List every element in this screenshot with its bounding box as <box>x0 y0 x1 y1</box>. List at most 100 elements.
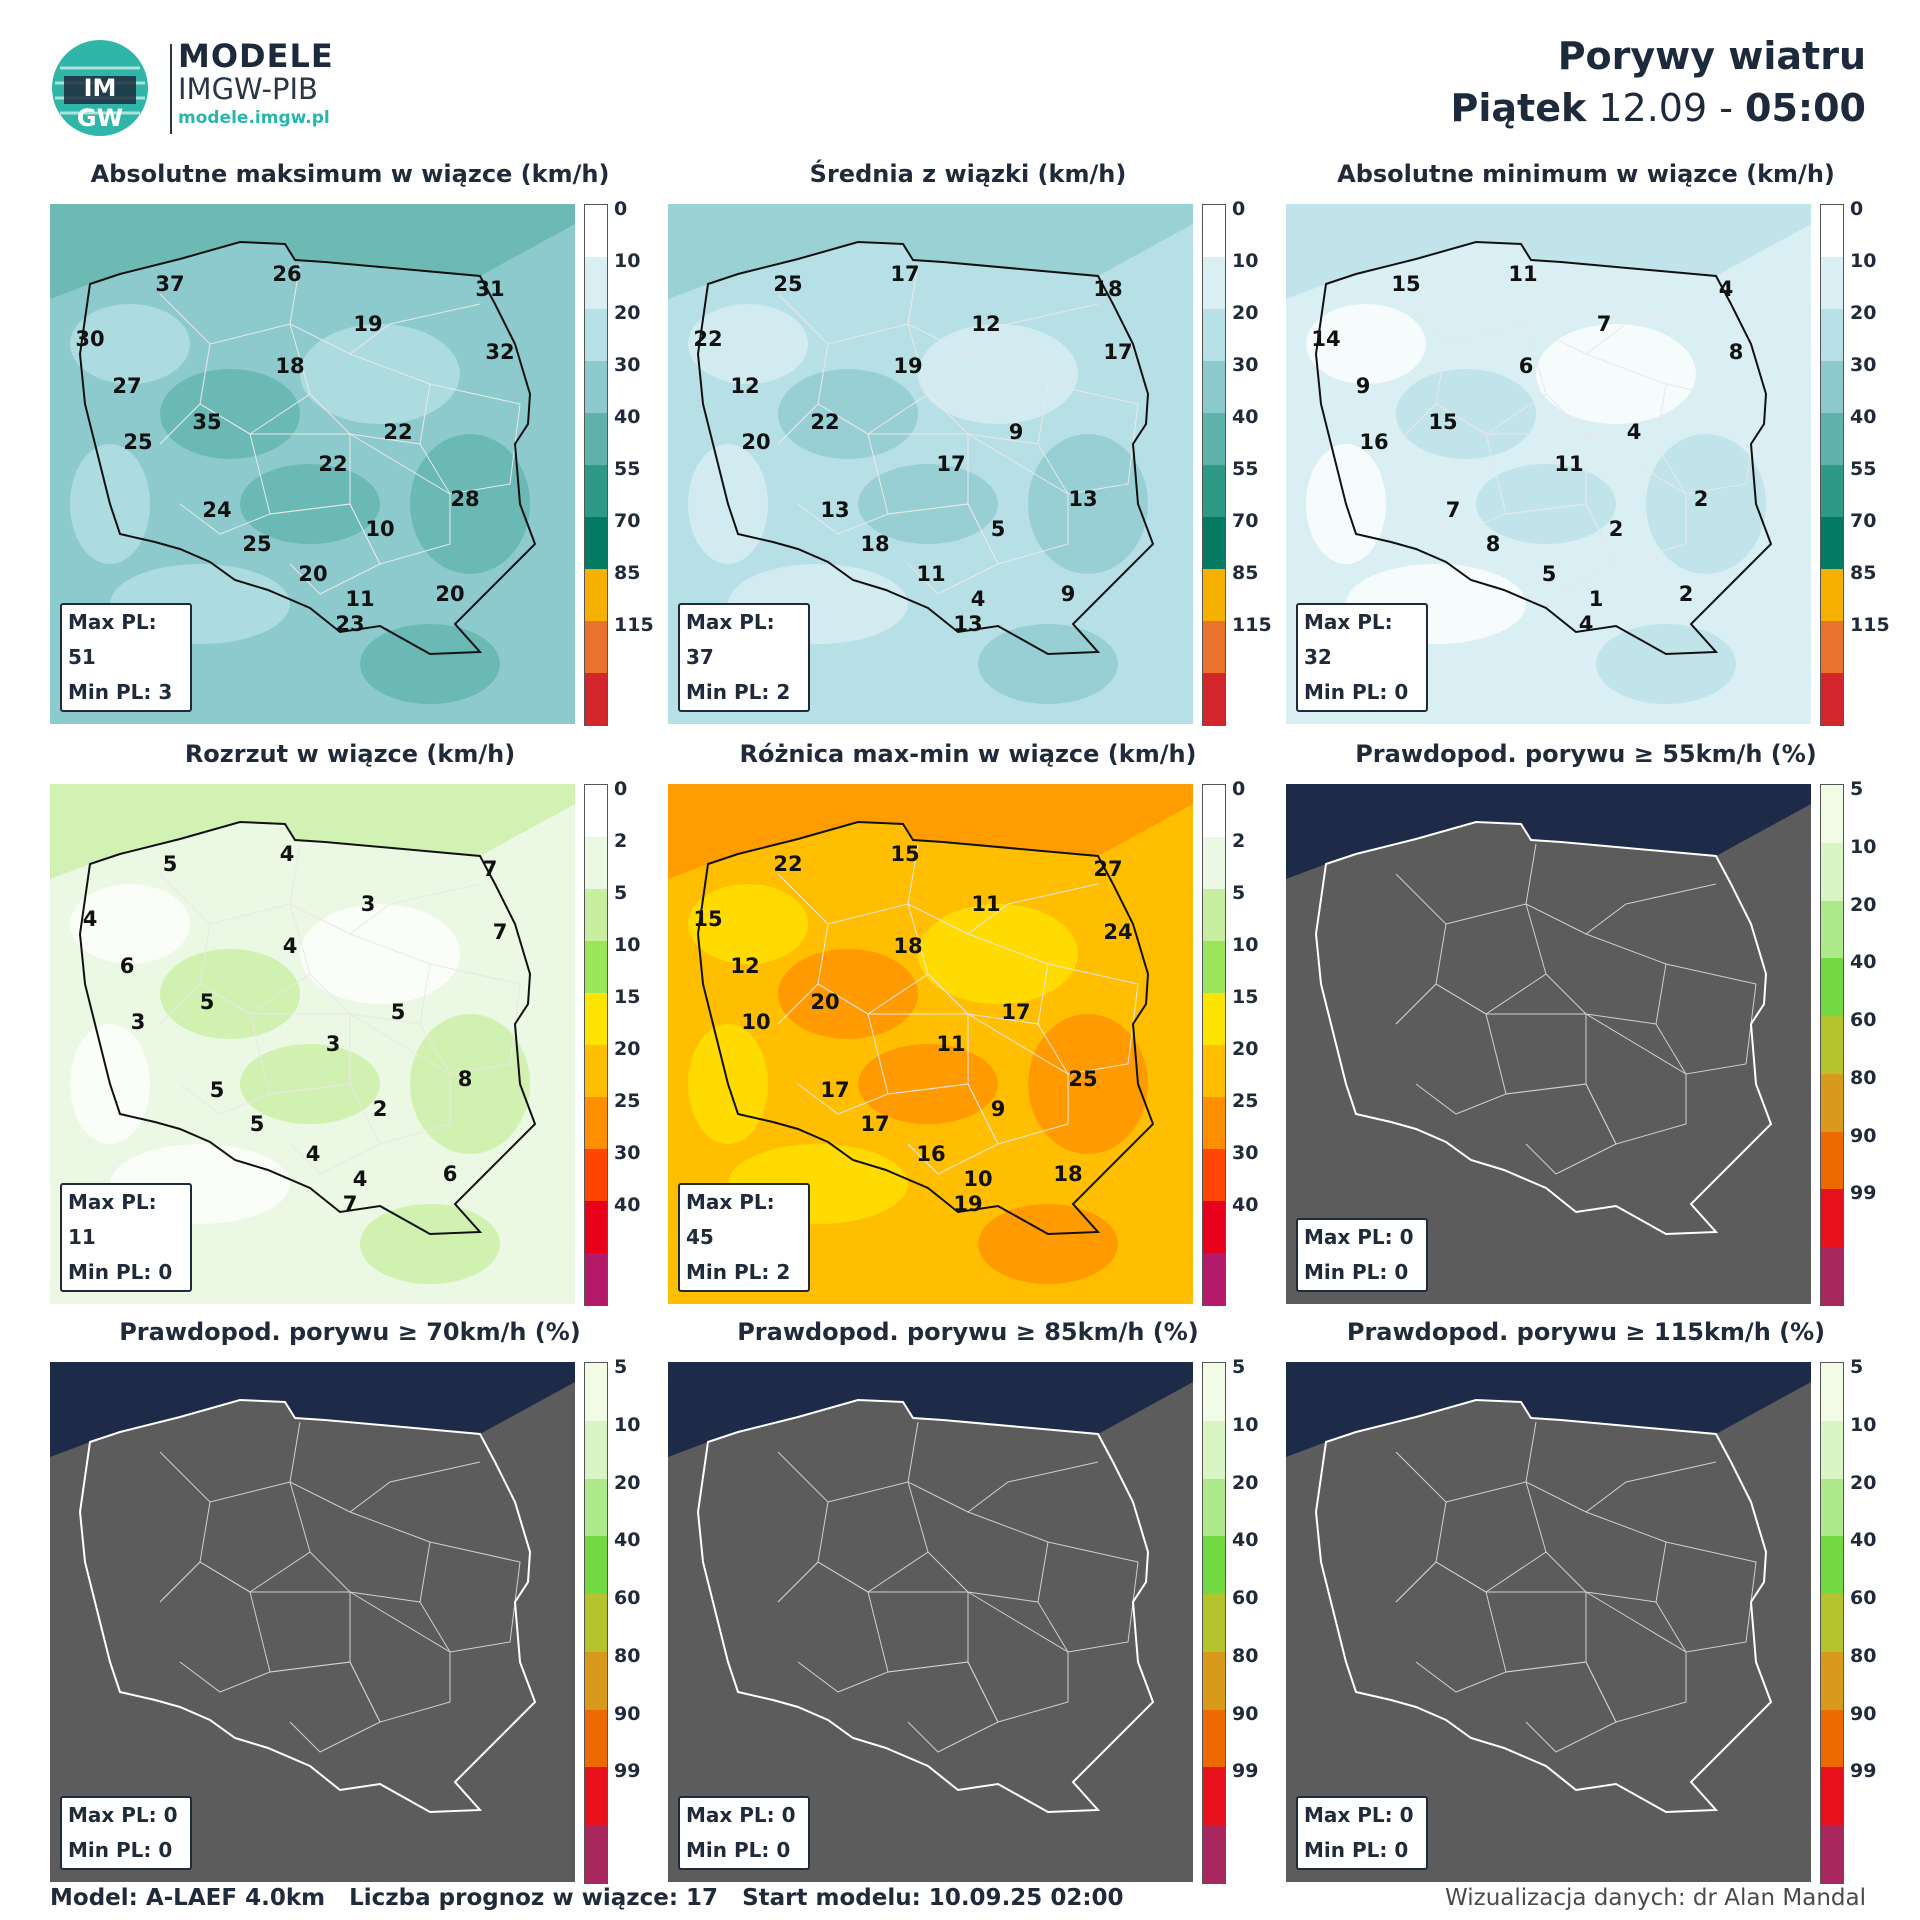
city-value-label: 7 <box>482 857 498 881</box>
city-value-label: 22 <box>318 452 348 476</box>
map-canvas <box>50 1362 575 1882</box>
voivodeship-border <box>887 1083 999 1175</box>
city-value-label: 20 <box>741 430 771 454</box>
voivodeship-border <box>419 963 521 1075</box>
city-value-label: 3 <box>130 1010 146 1034</box>
colorbar-segment <box>1203 1149 1225 1202</box>
city-value-label: 11 <box>1508 262 1538 286</box>
brand-url[interactable]: modele.imgw.pl <box>178 108 330 128</box>
city-value-label: 15 <box>1391 272 1421 296</box>
voivodeship-border <box>1505 503 1617 595</box>
colorbar-segment <box>1203 569 1225 622</box>
city-value-label: 25 <box>1068 1067 1098 1091</box>
city-value-label: 18 <box>893 934 923 958</box>
field-blob <box>1536 324 1696 424</box>
colorbar-tick-label: 90 <box>614 1702 641 1725</box>
max-pl-label: Max PL: 45 <box>686 1190 775 1249</box>
colorbar-segment <box>585 1651 607 1711</box>
field-blob <box>1596 624 1736 704</box>
colorbar-segment <box>1203 889 1225 942</box>
voivodeship-border <box>1655 383 1757 495</box>
city-value-label: 17 <box>890 262 920 286</box>
forecast-map: Max PL: 0 Min PL: 0 <box>50 1362 575 1882</box>
panel-title: Prawdopod. porywu ≥ 70km/h (%) <box>119 1318 581 1346</box>
colorbar <box>584 784 608 1306</box>
map-panel: Prawdopod. porywu ≥ 115km/h (%) Max PL: 0… <box>1286 1318 1886 1884</box>
city-value-label: 11 <box>345 587 375 611</box>
city-value-label: 9 <box>1355 374 1371 398</box>
map-canvas <box>1286 1362 1811 1882</box>
colorbar-tick-label: 40 <box>1850 406 1877 428</box>
colorbar-tick-label: 5 <box>614 882 628 904</box>
city-value-label: 22 <box>693 327 723 351</box>
voivodeship-border <box>269 1661 381 1753</box>
colorbar-tick-label: 30 <box>614 354 641 376</box>
max-pl-label: Max PL: 0 <box>1304 1803 1414 1827</box>
voivodeship-border <box>1037 383 1139 495</box>
colorbar-tick-label: 90 <box>1850 1702 1877 1725</box>
city-value-label: 7 <box>492 920 508 944</box>
city-value-label: 4 <box>282 934 298 958</box>
colorbar-segment <box>1821 900 1843 959</box>
colorbar-tick-label: 20 <box>614 1038 641 1060</box>
colorbar-segment <box>1821 309 1843 362</box>
min-pl-label: Min PL: 2 <box>686 1260 791 1284</box>
field-blob <box>410 1014 530 1154</box>
city-value-label: 15 <box>1428 410 1458 434</box>
colorbar-segment <box>1203 361 1225 414</box>
field-blob <box>160 369 300 459</box>
colorbar-tick-label: 20 <box>614 1471 641 1494</box>
city-value-label: 17 <box>1103 340 1133 364</box>
colorbar-segment <box>1203 1097 1225 1150</box>
colorbar-segment <box>1203 1651 1225 1711</box>
colorbar-segment <box>1821 1536 1843 1595</box>
colorbar-segment <box>1821 1594 1843 1653</box>
panel-title: Średnia z wiązki (km/h) <box>809 160 1127 188</box>
colorbar-segment <box>585 1825 607 1884</box>
colorbar-tick-label: 115 <box>614 614 654 636</box>
colorbar <box>1202 204 1226 726</box>
city-value-label: 11 <box>916 562 946 586</box>
colorbar-segment <box>1821 1131 1843 1190</box>
page-title: Porywy wiatru Piątek 12.09 - 05:00 <box>1451 30 1866 134</box>
colorbar-tick-label: 0 <box>1232 778 1246 800</box>
colorbar-segment <box>1203 413 1225 466</box>
city-value-label: 14 <box>1311 327 1341 351</box>
colorbar-segment <box>1821 465 1843 518</box>
colorbar-tick-label: 0 <box>614 778 628 800</box>
colorbar-segment <box>1203 309 1225 362</box>
map-panel: Absolutne minimum w wiązce (km/h) 15 11 4 14… <box>1286 160 1890 726</box>
forecast-map: Max PL: 0 Min PL: 0 <box>668 1362 1193 1882</box>
title-date: 12.09 - <box>1598 86 1733 130</box>
map-panel: Rozrzut w wiązce (km/h) 5 4 7 4 3 7 4 6 5 5 3 3 8 5 2 5 4… <box>50 740 650 1306</box>
sea-area <box>50 204 575 299</box>
colorbar-tick-label: 40 <box>614 406 641 428</box>
city-value-label: 5 <box>162 852 178 876</box>
min-pl-label: Min PL: 3 <box>68 680 173 704</box>
colorbar-segment <box>585 569 607 622</box>
colorbar-tick-label: 30 <box>1232 1142 1259 1164</box>
colorbar-segment <box>1821 621 1843 674</box>
colorbar-segment <box>585 941 607 994</box>
forecast-map: 5 4 7 4 3 7 4 6 5 5 3 3 8 5 2 5 4 4 6 7 Max PL: 11 Min PL: 0 <box>50 784 575 1304</box>
min-pl-label: Min PL: 0 <box>686 1838 791 1862</box>
colorbar-segment <box>585 1201 607 1254</box>
footer-left: Model: A-LAEF 4.0km Liczba prognoz w wią… <box>50 1885 1124 1911</box>
city-value-label: 3 <box>360 892 376 916</box>
city-value-label: 18 <box>1093 277 1123 301</box>
colorbar-segment <box>1821 1709 1843 1768</box>
colorbar-tick-label: 20 <box>1850 893 1877 916</box>
voivodeship-border <box>887 503 999 595</box>
map-panel: Absolutne maksimum w wiązce (km/h) 37 26 31… <box>50 160 654 726</box>
city-value-label: 6 <box>1518 354 1534 378</box>
map-panel: Średnia z wiązki (km/h) 25 17 18 22 12 17 19 12 2… <box>668 160 1272 726</box>
field-blob <box>1396 369 1536 459</box>
city-value-label: 7 <box>342 1192 358 1216</box>
colorbar <box>1820 1362 1844 1884</box>
colorbar-tick-label: 2 <box>1232 830 1246 852</box>
colorbar-segment <box>1821 257 1843 310</box>
colorbar <box>1202 1362 1226 1884</box>
min-pl-label: Min PL: 0 <box>1304 680 1409 704</box>
